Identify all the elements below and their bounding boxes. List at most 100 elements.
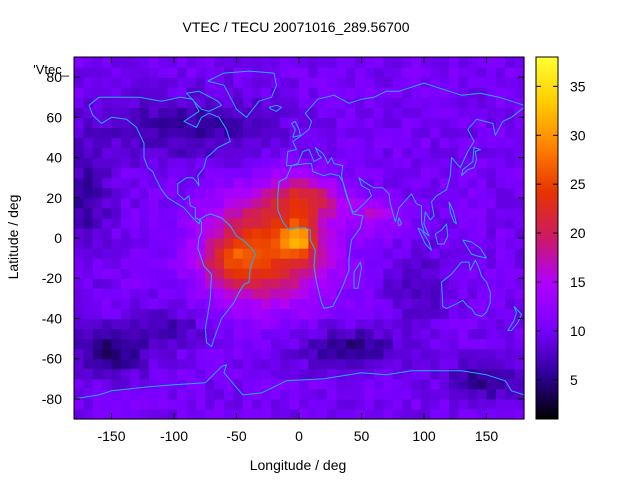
heatmap-cell (383, 288, 394, 299)
heatmap-cell (449, 147, 459, 159)
heatmap-cell (252, 117, 263, 128)
heatmap-cell (430, 268, 441, 279)
heatmap-cell (505, 238, 516, 249)
heatmap-cell (130, 77, 141, 88)
heatmap-cell (83, 388, 94, 400)
heatmap-cell (514, 177, 525, 189)
heatmap-cell (317, 117, 328, 128)
heatmap-cell (167, 57, 178, 68)
heatmap-cell (308, 308, 319, 320)
heatmap-cell (233, 167, 244, 179)
heatmap-cell (120, 408, 131, 420)
heatmap-cell (392, 87, 403, 98)
heatmap-cell (374, 147, 384, 159)
heatmap-cell (411, 167, 422, 179)
heatmap-cell (355, 308, 366, 320)
heatmap-cell (420, 157, 431, 169)
heatmap-cell (467, 318, 478, 330)
heatmap-cell (139, 308, 150, 320)
heatmap-cell (411, 87, 422, 98)
heatmap-cell (336, 378, 347, 390)
heatmap-cell (139, 238, 150, 249)
colorbar-tick-label: 25 (570, 176, 586, 192)
y-tick-label: 80 (46, 69, 62, 85)
heatmap-cell (355, 187, 366, 199)
heatmap-cell (252, 338, 263, 350)
heatmap-cell (355, 87, 366, 98)
heatmap-cell (336, 57, 347, 68)
heatmap-cell (308, 388, 319, 400)
heatmap-cell (364, 278, 375, 289)
heatmap-cell (186, 278, 197, 289)
heatmap-cell (467, 177, 478, 189)
heatmap-cell (149, 278, 159, 289)
heatmap-cell (495, 368, 506, 380)
heatmap-cell (327, 308, 338, 320)
heatmap-cell (402, 107, 413, 118)
heatmap-cell (120, 77, 131, 88)
x-tick-label: 150 (475, 428, 499, 444)
heatmap-cell (74, 157, 84, 169)
heatmap-cell (102, 187, 113, 199)
heatmap-cell (392, 318, 403, 330)
heatmap-cell (327, 187, 338, 199)
coastline-eurasia (286, 82, 525, 237)
heatmap-cell (242, 117, 253, 128)
heatmap-cell (345, 157, 356, 169)
heatmap-cell (92, 328, 103, 340)
x-tick-label: 0 (295, 428, 303, 444)
heatmap-cell (167, 408, 178, 420)
heatmap-cell (102, 388, 113, 400)
heatmap-cell (383, 318, 394, 330)
heatmap-cell (317, 67, 328, 78)
heatmap-cell (195, 77, 206, 88)
heatmap-cell (495, 57, 506, 68)
heatmap-cell (374, 398, 384, 410)
heatmap-cell (439, 147, 450, 159)
heatmap-cell (149, 368, 159, 380)
heatmap-cell (111, 388, 122, 400)
heatmap-cell (177, 238, 188, 249)
heatmap-cell (280, 308, 291, 320)
coastline-antarctica (73, 364, 525, 400)
heatmap-cell (411, 258, 422, 269)
heatmap-cell (458, 378, 469, 390)
heatmap-cell (430, 298, 441, 309)
heatmap-cell (224, 217, 234, 229)
heatmap-cell (102, 117, 113, 128)
heatmap-cell (130, 147, 141, 159)
heatmap-cell (92, 358, 103, 370)
heatmap-cell (120, 117, 131, 128)
heatmap-cell (102, 318, 113, 330)
heatmap-cell (111, 217, 122, 229)
heatmap-cell (195, 298, 206, 309)
heatmap-cell (214, 77, 225, 88)
heatmap-cell (177, 288, 188, 299)
heatmap-cell (205, 398, 216, 410)
heatmap-cell (299, 328, 309, 340)
heatmap-cell (261, 378, 272, 390)
heatmap-cell (355, 388, 366, 400)
heatmap-cell (327, 288, 338, 299)
heatmap-cell (336, 207, 347, 219)
heatmap-cell (514, 278, 525, 289)
heatmap-cell (177, 338, 188, 350)
heatmap-cell (242, 308, 253, 320)
heatmap-cell (345, 248, 356, 259)
heatmap-cell (374, 157, 384, 169)
heatmap-cell (411, 147, 422, 159)
heatmap-cell (495, 147, 506, 159)
heatmap-cell (289, 157, 300, 169)
heatmap-cell (374, 207, 384, 219)
heatmap-cell (505, 107, 516, 118)
heatmap-cell (74, 288, 84, 299)
heatmap-cell (336, 177, 347, 189)
heatmap-cell (467, 398, 478, 410)
heatmap-cell (158, 358, 169, 370)
heatmap-cell (514, 147, 525, 159)
heatmap-cell (242, 187, 253, 199)
heatmap-cell (364, 87, 375, 98)
heatmap-cell (83, 87, 94, 98)
heatmap-cell (439, 227, 450, 239)
coastline-iceland (268, 104, 282, 112)
